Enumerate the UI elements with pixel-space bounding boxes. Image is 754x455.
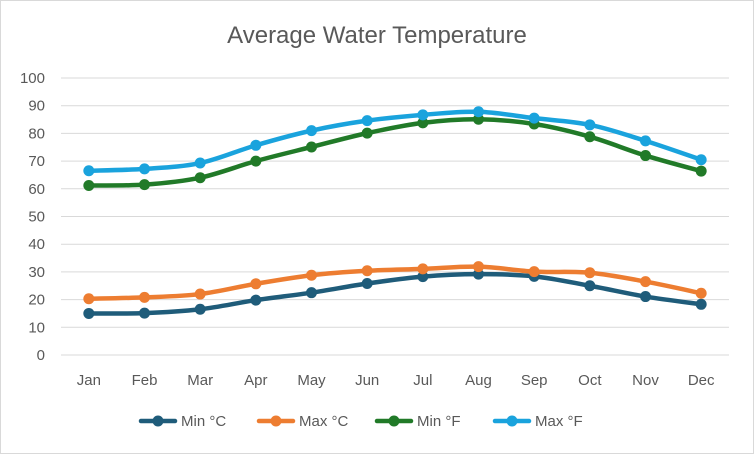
legend-swatch-marker (270, 415, 282, 427)
x-tick-label: Dec (688, 372, 715, 389)
legend-item: Max °C (256, 413, 349, 430)
y-tick-label: 0 (37, 347, 45, 364)
data-point (139, 179, 150, 191)
data-point (139, 163, 150, 175)
data-point (83, 307, 95, 319)
data-point (361, 115, 373, 127)
data-point (306, 269, 317, 281)
x-tick-label: Jul (413, 372, 432, 389)
data-point (584, 119, 596, 131)
data-point (139, 307, 150, 319)
data-point (361, 278, 373, 290)
x-tick-label: Jan (77, 372, 101, 389)
series-lines (83, 106, 707, 319)
legend-label: Min °F (417, 413, 461, 430)
legend-label: Min °C (181, 413, 226, 430)
y-tick-label: 30 (28, 264, 45, 281)
data-point (194, 288, 206, 300)
series-line (86, 264, 704, 302)
y-tick-label: 100 (20, 70, 45, 87)
data-point (640, 291, 651, 303)
y-tick-label: 60 (28, 181, 45, 198)
legend-label: Max °F (535, 413, 583, 430)
data-point (417, 109, 429, 121)
x-tick-label: Oct (578, 372, 602, 389)
series-2 (83, 113, 707, 191)
chart-title: Average Water Temperature (227, 22, 527, 49)
x-tick-label: Aug (465, 372, 492, 389)
data-point (584, 280, 596, 292)
data-point (417, 117, 429, 129)
data-point (250, 278, 262, 290)
legend-label: Max °C (299, 413, 349, 430)
data-point (361, 127, 373, 139)
y-axis-tick-labels: 0 10 20 30 40 50 60 70 80 90 100 (20, 70, 45, 364)
x-tick-label: Sep (521, 372, 548, 389)
legend-swatch-marker (152, 415, 164, 427)
y-tick-label: 90 (28, 98, 45, 115)
data-point (306, 125, 317, 137)
x-tick-label: May (297, 372, 326, 389)
data-point (640, 135, 651, 147)
data-point (528, 112, 540, 124)
x-tick-label: Nov (632, 372, 659, 389)
y-tick-label: 70 (28, 153, 45, 170)
legend-item: Max °F (492, 413, 583, 430)
data-point (417, 271, 429, 283)
data-point (361, 265, 373, 277)
legend-item: Min °F (374, 413, 461, 430)
gridlines (61, 77, 729, 356)
data-point (695, 154, 707, 166)
series-3 (83, 106, 707, 177)
data-point (250, 294, 262, 306)
data-point (83, 165, 95, 177)
legend-swatch-marker (506, 415, 518, 427)
data-point (640, 276, 651, 288)
y-tick-label: 50 (28, 209, 45, 226)
x-tick-label: Apr (244, 372, 267, 389)
x-tick-label: Mar (187, 372, 213, 389)
data-point (194, 303, 206, 315)
series-1 (83, 261, 707, 305)
data-point (695, 287, 707, 299)
data-point (640, 150, 651, 162)
y-tick-label: 10 (28, 319, 45, 336)
data-point (695, 298, 707, 310)
data-point (695, 165, 707, 177)
data-point (473, 261, 484, 273)
y-tick-label: 80 (28, 125, 45, 142)
data-point (139, 291, 150, 303)
data-point (83, 293, 95, 305)
x-axis-tick-labels: Jan Feb Mar Apr May Jun Jul Aug Sep Oct Nov Dec (77, 372, 715, 389)
data-point (194, 157, 206, 169)
legend: Min °C Max °C Min °F Max °F (138, 413, 583, 430)
y-tick-label: 20 (28, 292, 45, 309)
data-point (306, 287, 317, 299)
data-point (584, 131, 596, 143)
data-point (473, 106, 484, 118)
y-tick-label: 40 (28, 236, 45, 253)
data-point (250, 155, 262, 167)
data-point (306, 141, 317, 153)
legend-swatch-marker (388, 415, 400, 427)
data-point (417, 263, 429, 275)
x-tick-label: Feb (132, 372, 158, 389)
data-point (194, 172, 206, 184)
data-point (250, 139, 262, 151)
data-point (83, 179, 95, 191)
x-tick-label: Jun (355, 372, 379, 389)
data-point (528, 266, 540, 278)
data-point (584, 267, 596, 279)
legend-item: Min °C (138, 413, 226, 430)
